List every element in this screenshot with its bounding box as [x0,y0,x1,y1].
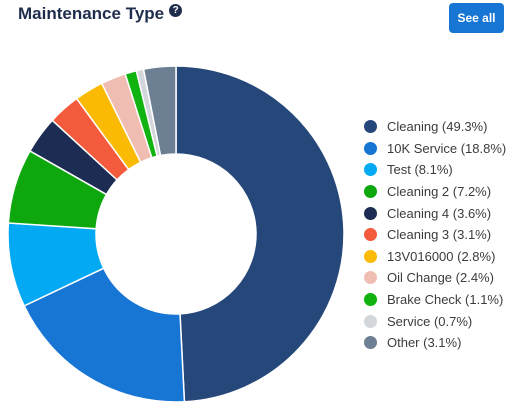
legend-label-6: 13V016000 (2.8%) [387,248,496,264]
legend-label-4: Cleaning 4 (3.6%) [387,205,492,221]
legend-label-1: 10K Service (18.8%) [387,140,507,156]
legend-label-2: Test (8.1%) [387,162,453,178]
legend-swatch-2 [364,163,377,177]
legend-item-9[interactable]: Service (0.7%) [364,310,506,332]
legend-item-4[interactable]: Cleaning 4 (3.6%) [364,202,506,224]
legend-swatch-9 [364,314,377,328]
donut-slice-10[interactable] [142,65,177,157]
legend-label-5: Cleaning 3 (3.1%) [387,227,492,243]
legend-swatch-0 [364,120,377,134]
legend-label-10: Other (3.1%) [387,335,462,351]
legend-swatch-5 [364,228,377,242]
legend-item-5[interactable]: Cleaning 3 (3.1%) [364,224,506,246]
legend-item-1[interactable]: 10K Service (18.8%) [364,138,506,160]
legend-swatch-10 [364,336,377,350]
legend-item-8[interactable]: Brake Check (1.1%) [364,289,506,311]
legend-swatch-3 [364,185,377,199]
see-all-button[interactable]: See all [449,3,504,33]
legend-swatch-8 [364,293,377,307]
donut-slice-1[interactable] [23,267,186,403]
legend-label-8: Brake Check (1.1%) [387,292,504,308]
legend-item-2[interactable]: Test (8.1%) [364,159,506,181]
chart-header: Maintenance Type ? [18,3,183,24]
legend-item-10[interactable]: Other (3.1%) [364,332,506,354]
legend-item-7[interactable]: Oil Change (2.4%) [364,267,506,289]
donut-slice-0[interactable] [175,65,345,403]
legend-label-3: Cleaning 2 (7.2%) [387,184,492,200]
legend-swatch-6 [364,249,377,263]
help-icon[interactable]: ? [169,3,183,17]
legend-label-7: Oil Change (2.4%) [387,270,494,286]
legend-label-9: Service (0.7%) [387,313,473,329]
legend-swatch-4 [364,206,377,220]
legend-label-0: Cleaning (49.3%) [387,119,488,135]
legend-swatch-1 [364,141,377,155]
legend-item-0[interactable]: Cleaning (49.3%) [364,116,506,138]
legend-swatch-7 [364,271,377,285]
legend-item-6[interactable]: 13V016000 (2.8%) [364,246,506,268]
legend-item-3[interactable]: Cleaning 2 (7.2%) [364,181,506,203]
chart-title: Maintenance Type [18,4,165,23]
chart-legend: Cleaning (49.3%) 10K Service (18.8%) Test … [364,116,506,354]
